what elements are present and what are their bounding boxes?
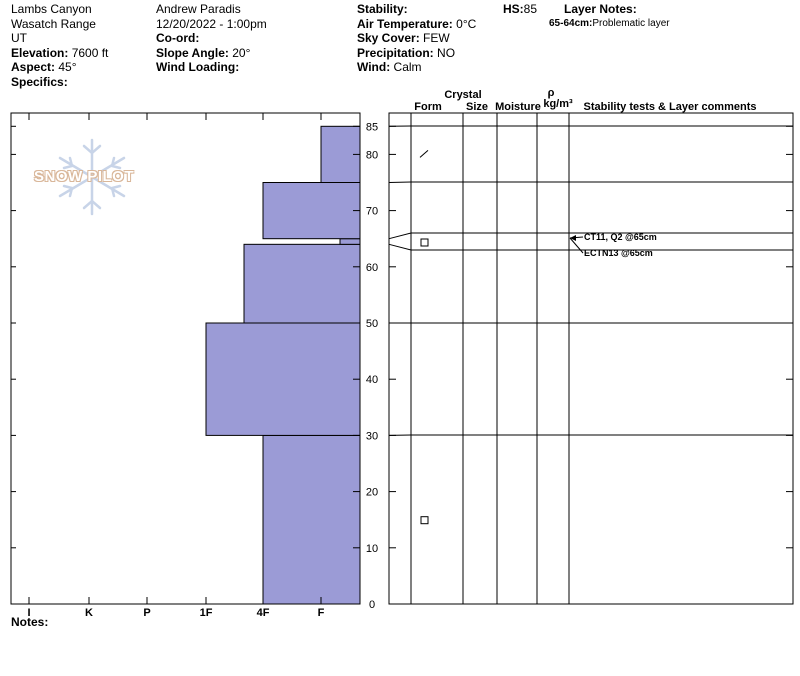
height-tick-label: 20 [366, 487, 378, 499]
hardness-bar [339, 238, 361, 245]
specifics-field: Specifics: [11, 74, 68, 89]
column-header: Form [414, 101, 442, 113]
header-location-block: Lambs Canyon Wasatch Range UT Elevation:… [11, 2, 108, 89]
range-name: Wasatch Range [11, 16, 96, 31]
height-tick-label: 40 [366, 374, 378, 386]
slope-field: Slope Angle: 20° [156, 45, 251, 60]
layer-table-frame [388, 112, 794, 605]
height-tick-label: 0 [369, 599, 375, 611]
column-header: Stability tests & Layer comments [583, 101, 756, 113]
coord-field: Co-ord: [156, 31, 200, 45]
stability-test-label: CT11, Q2 @65cm [584, 232, 657, 242]
height-tick-label: 85 [366, 121, 378, 133]
observer-name: Andrew Paradis [156, 2, 241, 16]
hardness-tick-label: F [318, 607, 325, 619]
logo-text: SNOW PILOT [34, 168, 134, 185]
height-tick-label: 60 [366, 262, 378, 274]
layer-note-entry: 65-64cm:Problematic layer [549, 17, 670, 29]
layer-notes-block: Layer Notes: 65-64cm:Problematic layer [549, 2, 670, 31]
observation-datetime: 12/20/2022 - 1:00pm [156, 16, 267, 31]
wind-field: Wind: Calm [357, 60, 422, 74]
height-tick-label: 80 [366, 149, 378, 161]
wind-loading-field: Wind Loading: [156, 60, 240, 74]
precipitation-field: Precipitation: NO [357, 45, 456, 60]
stability-tests: CT11, Q2 @65cm ECTN13 @65cm [569, 232, 657, 258]
snowpilot-logo: SNOW PILOT [30, 138, 160, 218]
grain-form-square [420, 238, 429, 247]
stability-field: Stability: [357, 2, 408, 16]
header-observer-block: Andrew Paradis 12/20/2022 - 1:00pm Co-or… [156, 2, 267, 75]
hardness-tick-label: I [27, 607, 30, 619]
hardness-bar [262, 182, 361, 240]
header-conditions-block: Stability: Air Temperature: 0°C Sky Cove… [357, 2, 476, 75]
axis-ticks [11, 113, 793, 605]
elevation-field: Elevation: 7600 ft [11, 45, 109, 60]
column-header: Moisture [495, 101, 541, 113]
stability-test-label: ECTN13 @65cm [584, 248, 653, 258]
chart-frame [10, 112, 794, 605]
hardness-plot-frame [10, 112, 361, 605]
layer-boundary-line [388, 181, 793, 183]
height-tick-label: 70 [366, 206, 378, 218]
air-temp-field: Air Temperature: 0°C [357, 16, 477, 31]
grain-symbols [419, 150, 429, 525]
arrow-icon [570, 235, 576, 241]
hardness-bar [205, 322, 361, 436]
height-tick-label: 50 [366, 318, 378, 330]
stability-test-pointer [569, 237, 584, 254]
layer-lines [388, 125, 793, 436]
column-header: Size [466, 101, 488, 113]
axis-labels: 0 10 20 30 40 50 60 70 80 85 I K P 1F 4F F [27, 121, 378, 619]
height-tick-label: 30 [366, 430, 378, 442]
hardness-tick-label: K [85, 607, 93, 619]
grain-form-square [420, 516, 429, 525]
hardness-bars [205, 125, 361, 605]
sky-cover-field: Sky Cover: FEW [357, 31, 450, 45]
hardness-bar [262, 434, 361, 605]
layer-boundary-line [388, 243, 793, 251]
notes-label: Notes: [11, 615, 49, 629]
hardness-tick-label: 1F [200, 607, 213, 619]
column-header: ρ [548, 87, 555, 99]
snowflake-icon [58, 138, 126, 216]
grain-form-slash [419, 150, 429, 158]
height-tick-label: 10 [366, 543, 378, 555]
column-header: kg/m³ [543, 98, 573, 110]
hardness-bar [243, 243, 361, 324]
state-name: UT [11, 31, 27, 45]
hs-field: HS:85 [503, 2, 538, 16]
aspect-field: Aspect: 45° [11, 60, 77, 74]
location-name: Lambs Canyon [11, 2, 92, 16]
hardness-tick-label: P [143, 607, 150, 619]
layer-notes-title: Layer Notes: [564, 2, 637, 16]
hardness-tick-label: 4F [257, 607, 270, 619]
column-header: Crystal [444, 89, 481, 101]
layer-boundary-line [388, 232, 793, 240]
